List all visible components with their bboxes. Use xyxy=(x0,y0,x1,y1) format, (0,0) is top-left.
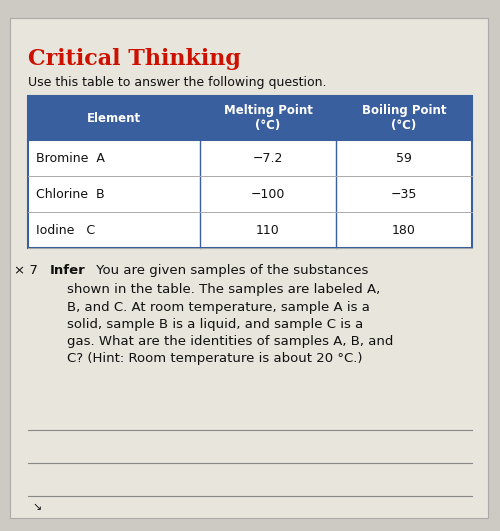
Text: ↘: ↘ xyxy=(32,502,42,512)
Text: −100: −100 xyxy=(251,187,285,201)
Text: 180: 180 xyxy=(392,224,416,236)
Bar xyxy=(28,96,472,140)
Text: −7.2: −7.2 xyxy=(253,151,283,165)
Text: Iodine   C: Iodine C xyxy=(36,224,95,236)
Text: −35: −35 xyxy=(391,187,417,201)
Text: Use this table to answer the following question.: Use this table to answer the following q… xyxy=(28,76,326,89)
Bar xyxy=(28,176,472,212)
Bar xyxy=(28,140,472,176)
Text: 110: 110 xyxy=(256,224,280,236)
Text: Melting Point
(°C): Melting Point (°C) xyxy=(224,104,312,132)
Text: 59: 59 xyxy=(396,151,412,165)
Text: Chlorine  B: Chlorine B xyxy=(36,187,104,201)
Bar xyxy=(28,212,472,248)
Text: You are given samples of the substances: You are given samples of the substances xyxy=(92,264,368,277)
Text: Element: Element xyxy=(87,112,141,124)
Text: Infer: Infer xyxy=(50,264,86,277)
Text: Critical Thinking: Critical Thinking xyxy=(28,48,241,70)
Text: Boiling Point
(°C): Boiling Point (°C) xyxy=(362,104,446,132)
Text: Bromine  A: Bromine A xyxy=(36,151,105,165)
Text: shown in the table. The samples are labeled A,
    B, and C. At room temperature: shown in the table. The samples are labe… xyxy=(50,284,394,365)
Bar xyxy=(28,96,472,248)
Text: × 7: × 7 xyxy=(14,264,38,277)
